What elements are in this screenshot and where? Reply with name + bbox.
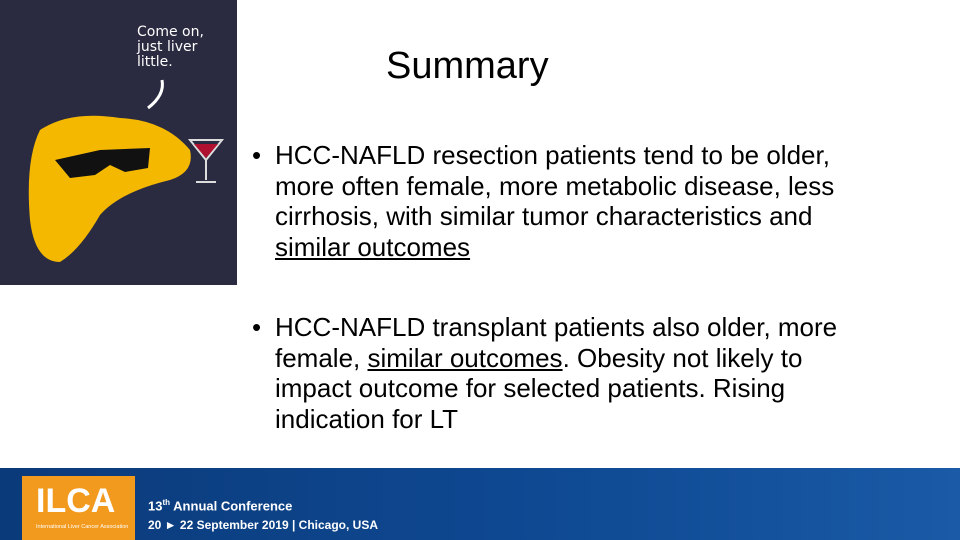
- bullet-text: HCC-NAFLD resection patients tend to be …: [275, 140, 835, 231]
- dates: 20 ► 22 September 2019 | Chicago, USA: [148, 518, 378, 532]
- underlined-text: similar outcomes: [367, 342, 563, 373]
- caption-line: just liver: [136, 39, 198, 55]
- caption-line: Come on,: [137, 24, 204, 40]
- conference-number: 13: [148, 498, 163, 514]
- speech-line: [147, 79, 164, 110]
- slide-title: Summary: [386, 45, 549, 87]
- bullet-list: HCC-NAFLD resection patients tend to be …: [250, 140, 875, 484]
- bullet: HCC-NAFLD resection patients tend to be …: [250, 140, 875, 262]
- footer: ILCA International Liver Cancer Associat…: [0, 468, 960, 540]
- conference-suffix: th: [162, 498, 171, 507]
- caption-line: little.: [137, 54, 173, 70]
- bullet: HCC-NAFLD transplant patients also older…: [250, 312, 875, 434]
- organization: International Liver Cancer Association: [36, 524, 129, 530]
- bullet-text: . Obesity not likely to impact outcome f…: [275, 342, 803, 434]
- underlined-text: similar outcomes: [275, 231, 471, 262]
- glass: [187, 139, 225, 162]
- logo: ILCA International Liver Cancer Associat…: [22, 476, 135, 540]
- cartoon-image: Come on, just liver little.: [0, 0, 237, 285]
- sunglasses: [55, 148, 150, 178]
- bullet-text: HCC-NAFLD transplant patients also older…: [275, 312, 838, 373]
- logo-text: ILCA: [36, 482, 116, 520]
- liver: [28, 115, 191, 262]
- conference-name: Annual Conference: [173, 498, 293, 514]
- drink: [194, 144, 218, 158]
- conference: 13th Annual Conference: [148, 498, 292, 513]
